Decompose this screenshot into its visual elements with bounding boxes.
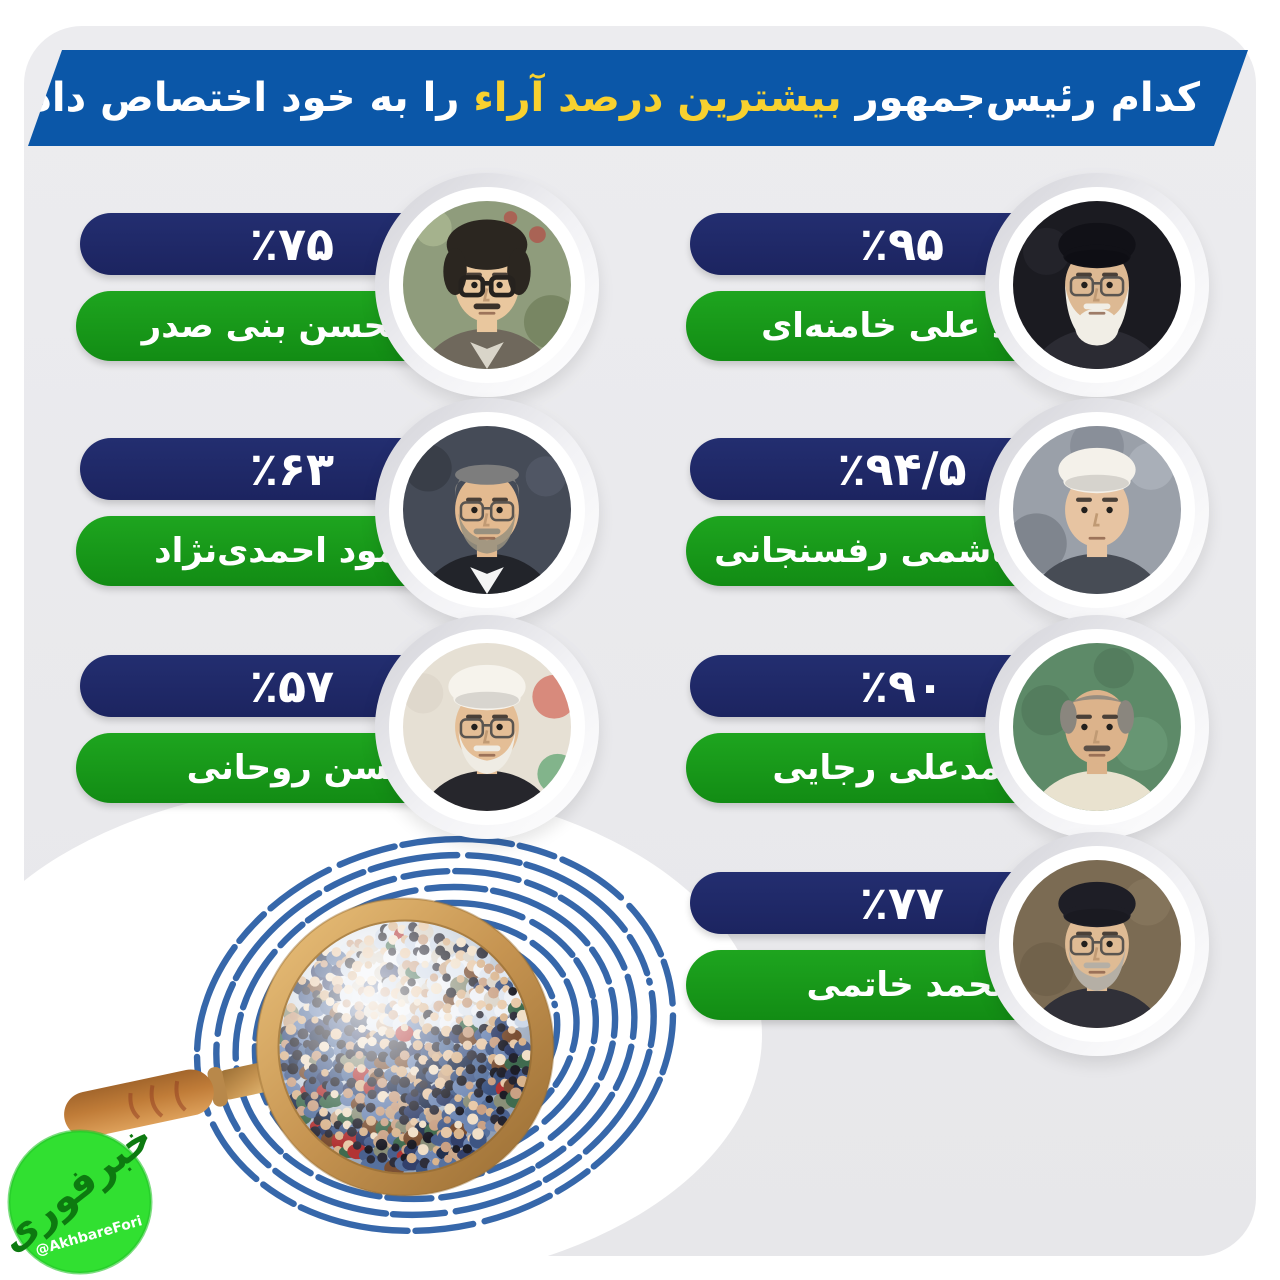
title-highlight: بیشترین درصد آراء: [473, 75, 842, 121]
president-entry-ahmadinejad: ٪۶۳ محمود احمدی‌نژاد: [76, 398, 636, 668]
president-name: محمد خاتمی: [806, 965, 1014, 1005]
title-prefix: کدام رئیس‌جمهور: [855, 75, 1200, 121]
ahmadinejad-portrait: [403, 426, 571, 594]
title-suffix: را به خود اختصاص داده است؟: [7, 75, 460, 121]
banisadr-portrait: [403, 201, 571, 369]
president-entry-khatami: ٪۷۷ محمد خاتمی: [686, 832, 1246, 1102]
percent-value: ٪۵۷: [249, 659, 335, 713]
portrait-frame: [985, 173, 1209, 397]
percent-value: ٪۷۵: [249, 217, 335, 271]
portrait-frame: [375, 398, 599, 622]
portrait-frame: [985, 832, 1209, 1056]
rajai-portrait: [1013, 643, 1181, 811]
khatami-portrait: [1013, 860, 1181, 1028]
percent-value: ٪۶۳: [249, 442, 335, 496]
percent-value: ٪۹۴/۵: [837, 442, 967, 496]
portrait-frame: [375, 615, 599, 839]
percent-value: ٪۹۵: [859, 217, 945, 271]
rafsanjani-portrait: [1013, 426, 1181, 594]
percent-value: ٪۷۷: [859, 876, 945, 930]
rouhani-portrait: [403, 643, 571, 811]
president-entry-banisadr: ٪۷۵ ابوالحسن بنی صدر: [76, 173, 636, 443]
percent-value: ٪۹۰: [859, 659, 945, 713]
portrait-frame: [375, 173, 599, 397]
president-entry-rafsanjani: ٪۹۴/۵ اکبر هاشمی رفسنجانی: [686, 398, 1246, 668]
portrait-frame: [985, 615, 1209, 839]
portrait-frame: [985, 398, 1209, 622]
president-name: حسن روحانی: [186, 748, 414, 788]
khamenei-portrait: [1013, 201, 1181, 369]
president-entry-khamenei: ٪۹۵ سید علی خامنه‌ای: [686, 173, 1246, 443]
page-title: کدام رئیس‌جمهور بیشترین درصد آراء را به …: [28, 50, 1248, 146]
president-entry-rajai: ٪۹۰ محمدعلی رجایی: [686, 615, 1246, 885]
title-banner: کدام رئیس‌جمهور بیشترین درصد آراء را به …: [28, 50, 1248, 146]
president-entry-rouhani: ٪۵۷ حسن روحانی: [76, 615, 636, 885]
